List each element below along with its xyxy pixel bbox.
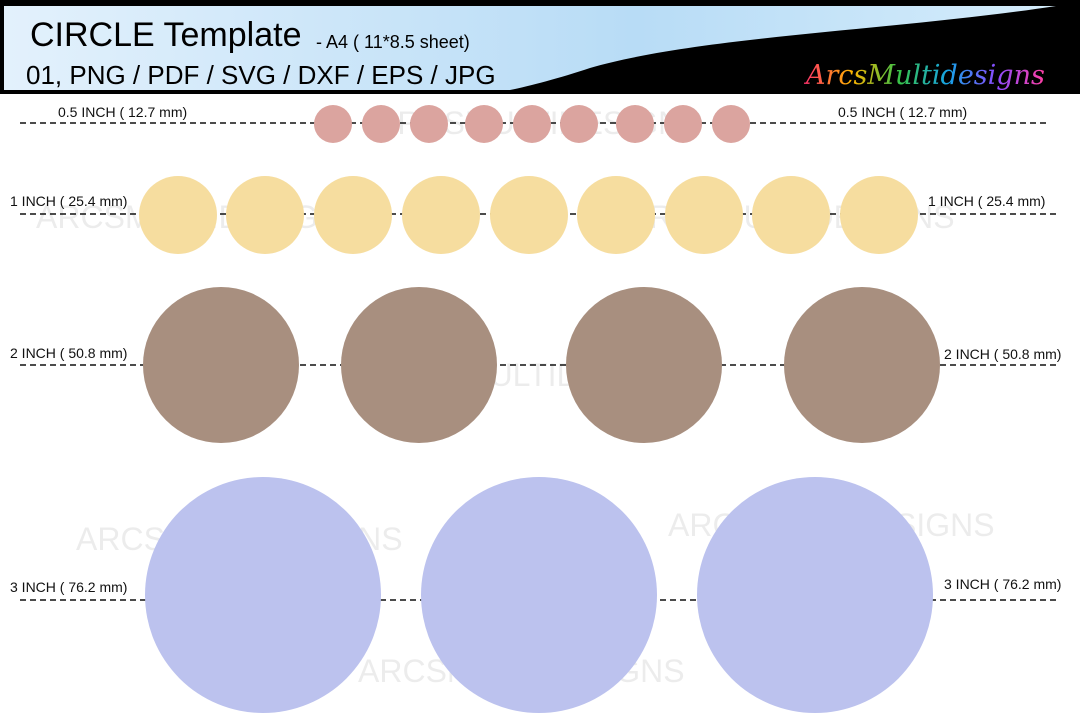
header-light-panel [4,6,1056,90]
row-two-inch: 2 INCH ( 50.8 mm) 2 INCH ( 50.8 mm) [10,287,1061,443]
circle [697,477,933,713]
circle [665,176,743,254]
row-label-left: 2 INCH ( 50.8 mm) [10,345,127,361]
row-half-inch: 0.5 INCH ( 12.7 mm) 0.5 INCH ( 12.7 mm) [20,104,1048,143]
circle [566,287,722,443]
row-label-left: 0.5 INCH ( 12.7 mm) [58,104,187,120]
row-label-right: 1 INCH ( 25.4 mm) [928,193,1045,209]
circle [421,477,657,713]
circle [616,105,654,143]
circle-group [314,105,750,143]
circle [513,105,551,143]
circle [226,176,304,254]
header-banner: CIRCLE Template - A4 ( 11*8.5 sheet) 01,… [0,0,1080,94]
row-label-right: 2 INCH ( 50.8 mm) [944,346,1061,362]
circle [314,105,352,143]
circle [664,105,702,143]
circle [314,176,392,254]
row-one-inch: 1 INCH ( 25.4 mm) 1 INCH ( 25.4 mm) [10,176,1056,254]
circle [465,105,503,143]
circle [143,287,299,443]
row-label-left: 1 INCH ( 25.4 mm) [10,193,127,209]
circle-group [143,287,940,443]
brand-logo-text: ArcsMultidesigns [803,60,1045,91]
header-formats: 01, PNG / PDF / SVG / DXF / EPS / JPG [26,60,496,90]
circle [784,287,940,443]
header-title: CIRCLE Template [30,16,302,54]
circle [139,176,217,254]
circle [145,477,381,713]
circle [840,176,918,254]
circle [362,105,400,143]
circle-group [139,176,918,254]
row-label-right: 3 INCH ( 76.2 mm) [944,576,1061,592]
row-label-right: 0.5 INCH ( 12.7 mm) [838,104,967,120]
circle [712,105,750,143]
circle [560,105,598,143]
circle [341,287,497,443]
header-subtitle: - A4 ( 11*8.5 sheet) [316,32,470,52]
circle [752,176,830,254]
circle [577,176,655,254]
circle [410,105,448,143]
circle [402,176,480,254]
row-label-left: 3 INCH ( 76.2 mm) [10,579,127,595]
circle [490,176,568,254]
circle-group [145,477,933,713]
row-three-inch: 3 INCH ( 76.2 mm) 3 INCH ( 76.2 mm) [10,477,1061,713]
